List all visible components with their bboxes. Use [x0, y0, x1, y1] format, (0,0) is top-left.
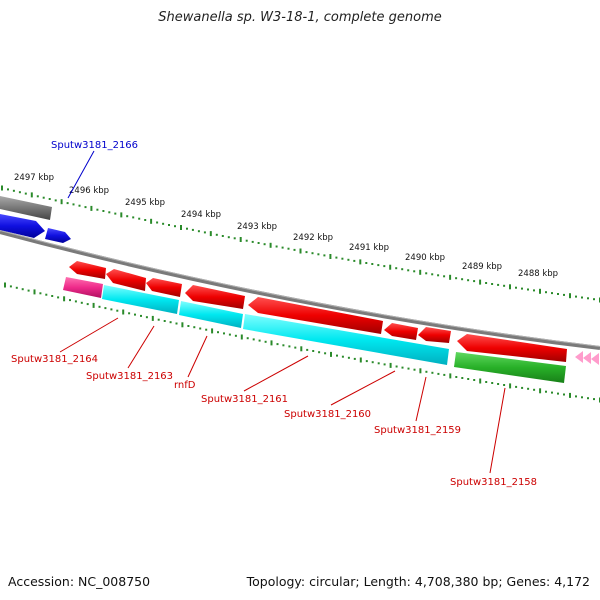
leader-line-2159 [415, 376, 427, 422]
reverse-gene-arrow-2160 [248, 297, 383, 334]
pink-gene-arrow [575, 351, 583, 363]
gene-label-rnfD: rnfD [174, 380, 196, 391]
pink-gene-arrow [583, 352, 591, 364]
scale-label: 2492 kbp [293, 233, 333, 243]
gene-label-2163: Sputw3181_2163 [86, 371, 173, 382]
scale-label: 2493 kbp [237, 222, 277, 232]
forward-gene-arrow-2166 [45, 228, 71, 243]
gene-label-2159: Sputw3181_2159 [374, 425, 461, 436]
gene-label-2160: Sputw3181_2160 [284, 409, 371, 420]
leader-line-2166 [67, 150, 95, 199]
scale-label: 2497 kbp [14, 173, 54, 183]
scale-ticks-inner [4, 282, 600, 403]
forward-gene-arrow [0, 214, 45, 238]
genome-backbone-highlight [0, 230, 600, 347]
gene-label-2164: Sputw3181_2164 [11, 354, 98, 365]
grey-feature [0, 196, 52, 220]
pink-gene-arrow [591, 353, 599, 365]
gene-leader-lines [59, 150, 506, 474]
reverse-gene-arrow-2158 [457, 334, 567, 362]
reverse-gene-arrow-2161 [185, 285, 245, 309]
cyan-cds-box [102, 285, 179, 314]
reverse-gene-arrow-2159b [418, 327, 451, 343]
leader-line-2163 [127, 325, 155, 369]
scale-ticks-outer [1, 185, 600, 303]
genome-title: Shewanella sp. W3-18-1, complete genome [158, 10, 442, 25]
scale-label: 2490 kbp [405, 253, 445, 263]
leader-line-2164 [59, 317, 119, 353]
scale-labels: 2497 kbp 2496 kbp 2495 kbp 2494 kbp 2493 kbp… [14, 173, 558, 279]
scale-label: 2495 kbp [125, 198, 165, 208]
reverse-gene-arrow-2164 [69, 261, 106, 279]
cyan-cds-box [179, 301, 243, 328]
leader-line-rnfD [187, 335, 208, 378]
topology-text: Topology: circular; Length: 4,708,380 bp… [246, 574, 590, 589]
gene-label-2158: Sputw3181_2158 [450, 477, 537, 488]
scale-label: 2491 kbp [349, 243, 389, 253]
leader-line-2160 [330, 370, 396, 406]
reverse-gene-arrow-2163 [106, 269, 146, 291]
reverse-gene-arrow-2159 [384, 323, 418, 340]
cyan-cds-box [243, 314, 449, 365]
scale-label: 2488 kbp [518, 269, 558, 279]
gene-label-2161: Sputw3181_2161 [201, 394, 288, 405]
accession-text: Accession: NC_008750 [8, 574, 151, 589]
genome-backbone [0, 230, 600, 350]
leader-line-2161 [243, 355, 309, 392]
gene-label-2166: Sputw3181_2166 [51, 140, 138, 151]
scale-label: 2489 kbp [462, 262, 502, 272]
pink-cds-box [63, 277, 103, 298]
leader-line-2158 [489, 387, 506, 474]
scale-label: 2494 kbp [181, 210, 221, 220]
green-cds-box [454, 352, 566, 383]
reverse-gene-arrow-rnfD [146, 278, 182, 297]
scale-label: 2496 kbp [69, 186, 109, 196]
